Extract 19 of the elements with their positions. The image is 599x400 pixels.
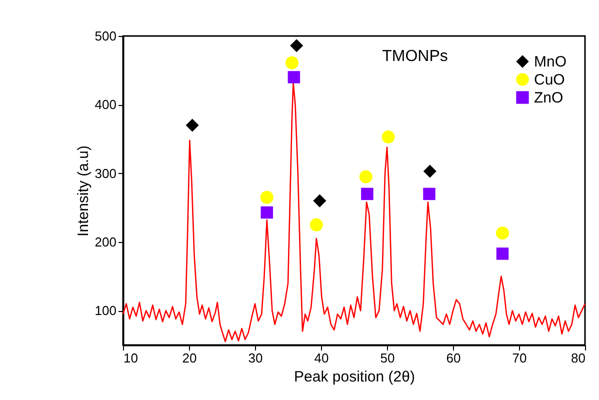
x-tick-label: 30 bbox=[248, 350, 263, 366]
x-tick-label: 80 bbox=[571, 350, 586, 366]
legend-label: ZnO bbox=[534, 90, 564, 106]
x-tick-label: 20 bbox=[182, 350, 197, 366]
y-tick-label: 100 bbox=[94, 303, 116, 318]
x-tick-label: 40 bbox=[314, 350, 329, 366]
y-tick-label: 400 bbox=[94, 97, 116, 112]
x-tick-label: 10 bbox=[124, 350, 138, 366]
annotation: TMONPs bbox=[382, 48, 448, 65]
x-tick-label: 50 bbox=[380, 350, 395, 366]
legend-label: CuO bbox=[534, 72, 565, 88]
y-tick-label: 200 bbox=[94, 234, 116, 250]
y-axis-title: Intensity (a.u) bbox=[74, 146, 92, 236]
x-axis-title: Peak position (2θ) bbox=[294, 368, 415, 386]
legend-label: MnO bbox=[534, 54, 567, 70]
x-tick-label: 60 bbox=[446, 350, 461, 366]
y-tick-label: 500 bbox=[94, 28, 116, 44]
y-tick-label: 300 bbox=[94, 166, 116, 181]
x-tick-label: 70 bbox=[512, 350, 527, 366]
